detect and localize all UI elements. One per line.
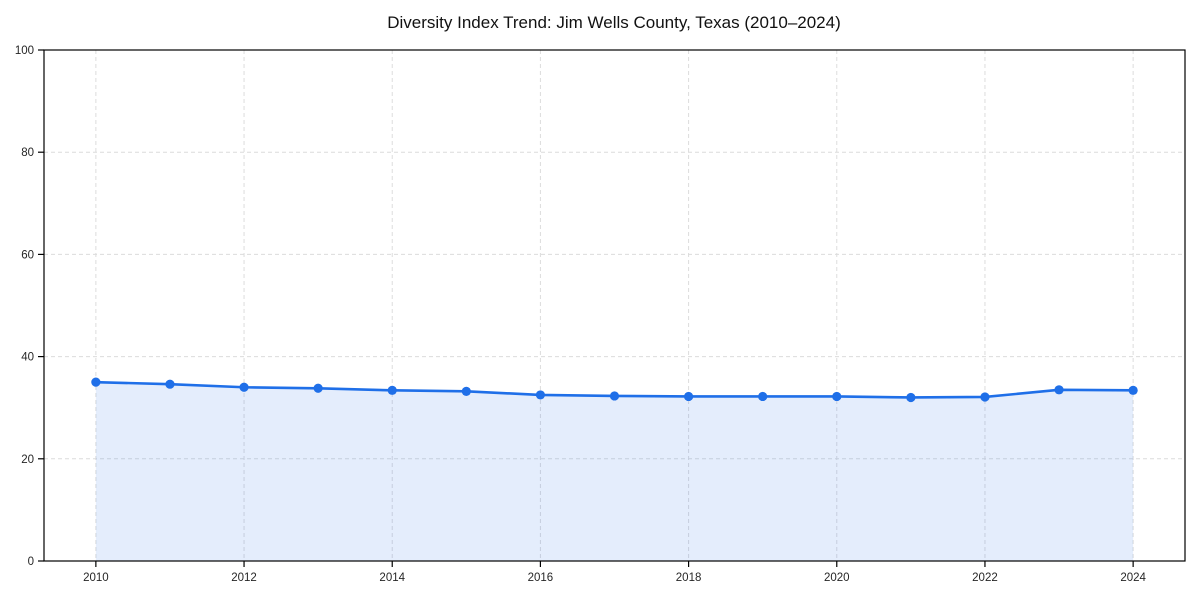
x-tick-label: 2022 (972, 572, 998, 584)
data-point (387, 385, 397, 395)
x-tick-label: 2018 (676, 572, 702, 584)
chart-title: Diversity Index Trend: Jim Wells County,… (387, 13, 841, 32)
y-tick-label: 40 (21, 352, 34, 364)
data-point (535, 390, 546, 400)
data-point (906, 392, 916, 403)
data-point (758, 391, 768, 402)
data-point (980, 392, 990, 402)
data-point (239, 382, 249, 392)
data-point (313, 383, 323, 393)
y-tick-label: 100 (15, 45, 34, 57)
data-point (1054, 385, 1064, 395)
x-tick-label: 2020 (824, 572, 850, 584)
y-tick-label: 80 (21, 147, 34, 159)
data-point (461, 386, 471, 396)
x-tick-label: 2010 (83, 572, 109, 584)
data-point (165, 379, 175, 389)
y-tick-label: 0 (28, 556, 34, 568)
data-point (609, 391, 620, 401)
y-tick-label: 60 (21, 249, 34, 261)
data-point (683, 391, 694, 402)
data-point (1128, 385, 1138, 395)
x-tick-label: 2012 (231, 572, 257, 584)
plot-border (43, 49, 1186, 562)
y-tick-label: 20 (21, 454, 34, 466)
x-tick-label: 2024 (1120, 572, 1146, 584)
area-fill (95, 382, 1134, 561)
x-tick-label: 2016 (528, 572, 554, 584)
chart-plot-root: 0 20 40 60 80 100 2010 2012 2014 2016 2018 2020 2022… (15, 45, 1186, 584)
data-point (832, 391, 842, 402)
x-tick-label: 2014 (379, 572, 405, 584)
data-point (91, 377, 101, 387)
